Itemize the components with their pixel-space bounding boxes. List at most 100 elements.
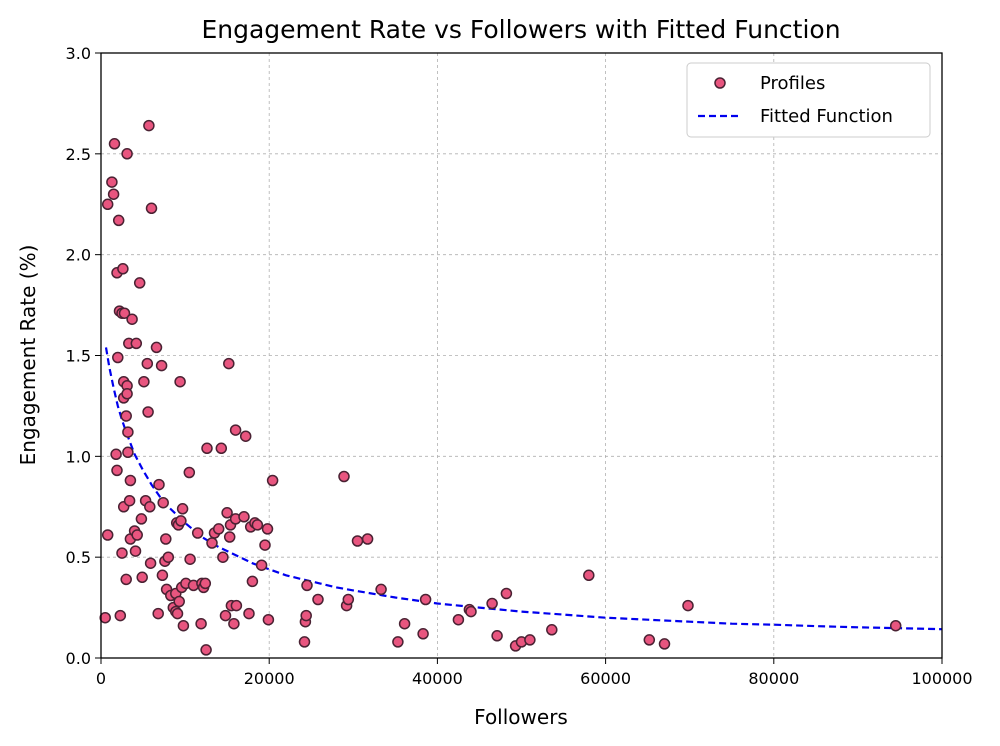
profile-point [118,307,131,319]
y-axis-ticks: 0.0 0.5 1.0 1.5 2.0 2.5 3.0 [66,44,101,668]
profile-point [110,448,122,461]
profile-point [259,539,271,551]
profile-point [120,573,132,586]
profile-point [246,575,259,588]
profile-point [546,624,558,636]
profile-point [217,551,229,563]
profile-point [312,593,324,606]
profile-point [129,545,142,557]
profile-point [452,613,465,626]
x-tick-label: 40000 [412,669,463,688]
profile-point [174,375,186,388]
profile-point [229,424,242,436]
profile-point [126,313,138,325]
y-tick-label: 1.0 [66,447,91,466]
profile-point [171,607,184,620]
profile-point [155,359,168,372]
profile-point [135,513,148,525]
profile-point [500,587,513,600]
legend-box [686,62,931,138]
profile-point [145,202,158,215]
profile-point [162,551,175,563]
profile-point [101,198,114,211]
profile-point [117,263,129,275]
profile-point [112,351,124,364]
profile-point [465,605,477,618]
profile-point [200,644,212,656]
profile-point [114,609,127,622]
profile-point [262,613,275,626]
profile-point [120,410,132,422]
profile-point [300,609,312,622]
legend-label-profiles: Profiles [760,73,825,94]
profile-point [157,496,169,509]
profile-point [122,446,134,459]
profile-point [375,583,387,596]
profile-point [122,426,134,438]
y-tick-label: 0.0 [66,649,91,668]
x-tick-label: 80000 [748,669,799,688]
profile-point [152,607,164,620]
profile-point [106,176,118,188]
profile-point [156,569,169,582]
profile-point [223,531,236,543]
y-tick-label: 0.5 [66,548,91,567]
profile-point [136,571,148,584]
profile-point [199,577,212,590]
profile-point [583,569,595,582]
legend-label-fitted-function: Fitted Function [760,106,893,127]
legend-marker-profiles [714,77,726,89]
profile-point [658,638,671,650]
profiles-points-layer [99,119,902,656]
profile-point [144,557,157,569]
profile-point [121,388,133,400]
profile-point [417,628,429,640]
profile-point [643,634,656,646]
profile-point [206,537,218,549]
profile-point [191,527,204,539]
profile-point [223,357,235,370]
profile-point [889,619,902,632]
profile-point [261,523,274,535]
profile-point [398,617,411,630]
legend: Profiles Fitted Function [686,62,931,138]
profile-point [215,442,228,455]
profile-point [143,119,155,132]
x-tick-label: 100000 [911,669,972,688]
profile-point [144,501,156,513]
profile-point [419,593,432,606]
profile-point [112,214,125,227]
profile-point [682,599,694,612]
profile-point [121,148,133,160]
x-tick-label: 0 [96,669,106,688]
y-tick-label: 3.0 [66,44,91,63]
profile-point [491,630,503,642]
profile-point [160,533,172,545]
profile-point [123,494,136,507]
y-tick-label: 1.5 [66,347,91,366]
profile-point [173,595,185,608]
profile-point [183,466,196,479]
profile-point [107,188,120,200]
profile-point [141,357,154,370]
profile-point [255,559,268,571]
x-axis-label: Followers [474,705,568,729]
profile-point [176,503,189,515]
fitted-function-layer [104,347,943,631]
x-tick-label: 20000 [244,669,295,688]
profile-point [108,138,121,150]
x-axis-ticks: 0 20000 40000 60000 80000 100000 [96,658,973,688]
profile-point [228,617,240,630]
profile-point [301,579,313,592]
profile-point [361,533,374,545]
y-axis-label: Engagement Rate (%) [16,245,40,466]
x-tick-label: 60000 [580,669,631,688]
profile-point [150,341,163,354]
profile-point [212,523,225,535]
profile-point [177,619,190,632]
profile-point [338,470,350,483]
profile-point [184,553,196,565]
profile-point [351,535,364,547]
profile-point [175,515,187,527]
